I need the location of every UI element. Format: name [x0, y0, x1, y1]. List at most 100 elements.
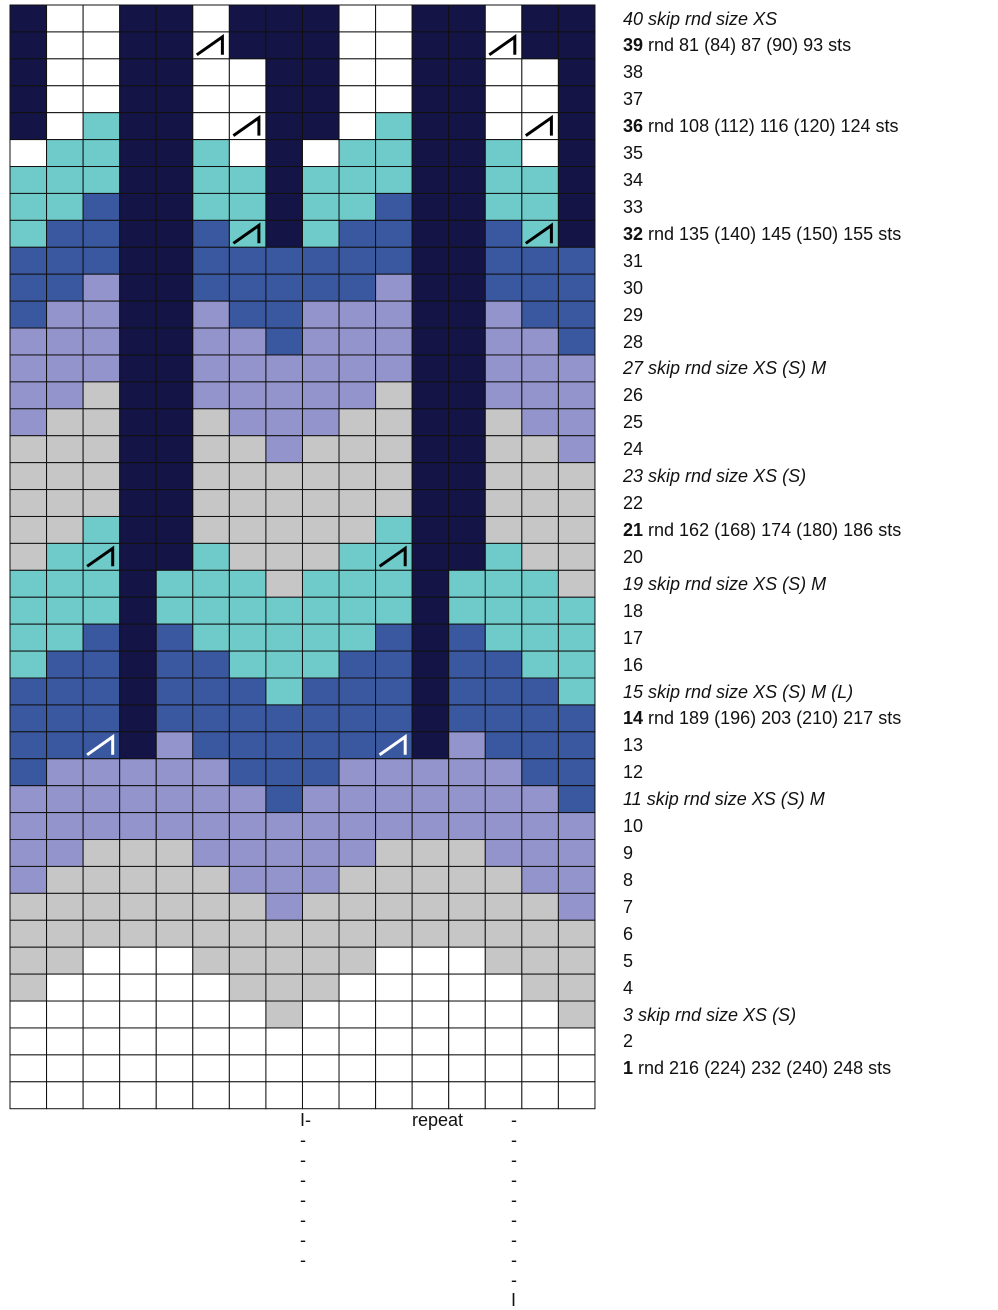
row-number: 11 [623, 789, 642, 810]
chart-cell [338, 489, 377, 517]
chart-cell [192, 812, 230, 841]
chart-cell [155, 596, 194, 625]
chart-cell [448, 166, 486, 194]
chart-cell [82, 462, 121, 491]
chart-cell [484, 246, 523, 275]
chart-cell [9, 381, 48, 410]
chart-cell [448, 919, 486, 948]
chart-cell [338, 354, 377, 383]
chart-cell [521, 704, 559, 733]
chart-cell [521, 31, 559, 60]
chart-cell [557, 435, 596, 464]
chart-cell [411, 327, 450, 356]
chart-cell [411, 219, 450, 248]
chart-cell [9, 865, 48, 894]
chart-cell [46, 812, 84, 841]
chart-cell [155, 569, 194, 598]
row-instruction: rnd 81 (84) 87 (90) 93 sts [643, 35, 852, 56]
chart-cell [192, 515, 230, 544]
chart-cell [411, 812, 450, 841]
chart-cell [448, 650, 486, 679]
row-label: 27 skip rnd size XS (S) M [623, 358, 826, 378]
chart-cell [192, 462, 230, 491]
chart-cell [484, 650, 523, 679]
chart-cell [265, 623, 303, 652]
chart-cell [411, 408, 450, 437]
chart-cell [9, 1081, 48, 1110]
chart-cell [265, 139, 303, 168]
row-label: 21 rnd 162 (168) 174 (180) 186 sts [623, 520, 901, 540]
chart-cell [265, 273, 303, 302]
row-number: 6 [623, 923, 634, 944]
chart-cell [265, 1054, 303, 1083]
chart-cell [192, 246, 230, 275]
chart-cell [448, 300, 486, 329]
chart-cell [338, 462, 377, 491]
chart-cell [521, 166, 559, 194]
chart-cell [521, 273, 559, 302]
chart-cell [448, 462, 486, 491]
chart-cell [375, 973, 413, 1002]
chart-cell [557, 219, 596, 248]
row-label: 4 [623, 978, 633, 998]
chart-cell [265, 650, 303, 679]
chart-cell [338, 785, 377, 814]
chart-cell [155, 919, 194, 948]
chart-cell [411, 4, 450, 33]
row-number: 27 [623, 358, 644, 379]
chart-cell [484, 542, 523, 571]
chart-cell [521, 515, 559, 544]
chart-cell [375, 1000, 413, 1029]
chart-cell [119, 489, 157, 517]
chart-cell [9, 112, 48, 141]
row-label: 10 [623, 816, 643, 836]
chart-cell [448, 435, 486, 464]
chart-cell [119, 919, 157, 948]
chart-cell [338, 300, 377, 329]
chart-cell [192, 192, 230, 221]
chart-cell [82, 569, 121, 598]
chart-cell [155, 892, 194, 921]
chart-cell [265, 354, 303, 383]
chart-cell [375, 435, 413, 464]
chart-cell [265, 785, 303, 814]
chart-cell [9, 731, 48, 760]
chart-cell [46, 462, 84, 491]
chart-cell [301, 85, 340, 114]
chart-cell [448, 273, 486, 302]
row-label: 7 [623, 897, 633, 917]
chart-cell [338, 623, 377, 652]
row-label: 25 [623, 412, 643, 432]
chart-cell [521, 327, 559, 356]
chart-cell [557, 623, 596, 652]
chart-cell [9, 596, 48, 625]
chart-cell [192, 973, 230, 1002]
chart-cell [82, 892, 121, 921]
row-number: 2 [623, 1031, 634, 1052]
chart-cell [9, 946, 48, 975]
chart-cell [265, 1081, 303, 1110]
chart-cell [82, 4, 121, 33]
chart-cell [448, 139, 486, 168]
chart-cell [9, 919, 48, 948]
chart-cell [119, 623, 157, 652]
chart-cell [557, 758, 596, 787]
chart-cell [484, 892, 523, 921]
row-instruction: rnd 162 (168) 174 (180) 186 sts [643, 519, 902, 540]
chart-cell [411, 1081, 450, 1110]
chart-cell [557, 462, 596, 491]
chart-cell [521, 354, 559, 383]
row-label: 9 [623, 843, 633, 863]
chart-cell [228, 300, 267, 329]
chart-cell [411, 489, 450, 517]
chart-cell [301, 542, 340, 571]
chart-cell [82, 785, 121, 814]
chart-cell [338, 839, 377, 867]
chart-cell [521, 919, 559, 948]
chart-cell [265, 192, 303, 221]
chart-cell [301, 758, 340, 787]
chart-cell [265, 219, 303, 248]
chart-cell [557, 919, 596, 948]
chart-cell [9, 462, 48, 491]
chart-cell [119, 408, 157, 437]
